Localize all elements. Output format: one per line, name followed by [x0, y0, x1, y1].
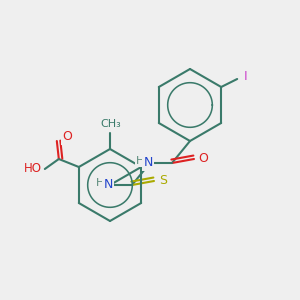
Text: N: N [143, 157, 153, 169]
Text: S: S [159, 175, 167, 188]
Text: I: I [243, 70, 247, 83]
Text: HO: HO [24, 163, 42, 176]
Text: H: H [96, 178, 104, 188]
Text: N: N [103, 178, 113, 191]
Text: O: O [62, 130, 72, 143]
Text: O: O [198, 152, 208, 166]
Text: CH₃: CH₃ [100, 119, 122, 129]
Text: H: H [136, 156, 144, 166]
